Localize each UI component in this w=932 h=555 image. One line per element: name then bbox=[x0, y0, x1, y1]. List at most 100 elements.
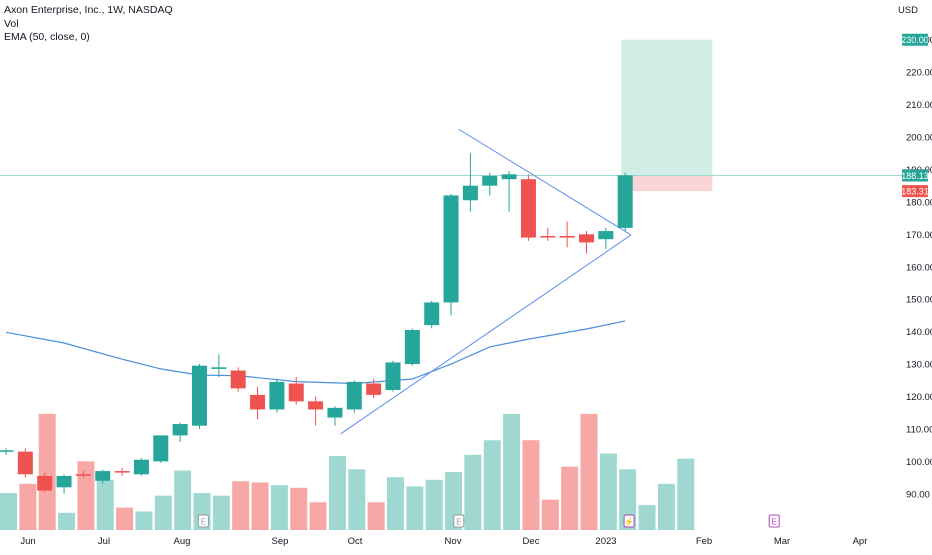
descending-trendline[interactable] bbox=[458, 128, 632, 236]
candle-body[interactable] bbox=[308, 401, 324, 410]
volume-bar bbox=[116, 507, 134, 530]
y-tick-label: 100.00 bbox=[906, 457, 932, 468]
event-marker[interactable] bbox=[768, 514, 780, 528]
candle-body[interactable] bbox=[443, 195, 459, 303]
y-tick-label: 220.00 bbox=[906, 68, 932, 79]
volume-bar bbox=[309, 502, 327, 530]
y-tick-label: 210.00 bbox=[906, 100, 932, 111]
volume-bar bbox=[580, 413, 598, 530]
volume-bar bbox=[677, 458, 695, 530]
volume-legend[interactable]: Vol bbox=[4, 17, 19, 30]
candle-body[interactable] bbox=[579, 234, 594, 243]
x-tick-label: Feb bbox=[696, 536, 712, 547]
volume-bar bbox=[599, 453, 617, 530]
y-tick-label: 160.00 bbox=[906, 262, 932, 273]
x-tick-label: Jun bbox=[20, 536, 35, 547]
x-tick-label: Mar bbox=[774, 536, 790, 547]
candle-body[interactable] bbox=[327, 407, 343, 418]
x-tick-label: 2023 bbox=[595, 536, 616, 547]
candle-body[interactable] bbox=[211, 367, 227, 369]
y-tick-label: 130.00 bbox=[906, 360, 932, 371]
volume-bar bbox=[38, 413, 56, 530]
ema-legend[interactable]: EMA (50, close, 0) bbox=[4, 31, 90, 43]
candle-body[interactable] bbox=[192, 365, 207, 426]
x-tick-label: Sep bbox=[272, 536, 289, 547]
volume-bar bbox=[270, 485, 288, 530]
price-label-text: 183.31 bbox=[901, 187, 929, 197]
event-marker-label: ⚡ bbox=[624, 517, 634, 527]
volume-bar bbox=[464, 454, 482, 530]
candle-body[interactable] bbox=[95, 471, 111, 481]
chart-legend: Axon Enterprise, Inc., 1W, NASDAQ Vol EM… bbox=[4, 4, 173, 45]
candle-body[interactable] bbox=[230, 370, 246, 389]
candle-body[interactable] bbox=[366, 383, 382, 395]
candle-body[interactable] bbox=[424, 302, 440, 326]
event-marker[interactable] bbox=[197, 514, 209, 528]
candle-body[interactable] bbox=[462, 185, 478, 201]
volume-bar bbox=[522, 440, 540, 530]
volume-bar bbox=[657, 483, 675, 530]
event-marker[interactable] bbox=[453, 514, 465, 528]
candle-body[interactable] bbox=[0, 450, 14, 452]
ema-line[interactable] bbox=[5, 320, 626, 385]
x-tick-label: Aug bbox=[174, 536, 191, 547]
candle-body[interactable] bbox=[559, 235, 575, 238]
target-zone[interactable] bbox=[621, 39, 713, 176]
candle-body[interactable] bbox=[540, 235, 556, 238]
candle-body[interactable] bbox=[598, 231, 614, 240]
price-label-text: 230.00 bbox=[901, 35, 929, 45]
y-tick-label: 90.00 bbox=[906, 489, 930, 500]
candle-body[interactable] bbox=[17, 451, 33, 475]
candle-body[interactable] bbox=[269, 381, 285, 410]
y-tick-label: 120.00 bbox=[906, 392, 932, 403]
y-tick-label: 180.00 bbox=[906, 197, 932, 208]
candle-body[interactable] bbox=[250, 394, 266, 410]
candle-body[interactable] bbox=[56, 475, 72, 488]
volume-bar bbox=[638, 504, 656, 530]
candle-body[interactable] bbox=[75, 474, 91, 476]
volume-bar bbox=[425, 479, 443, 530]
volume-bar bbox=[77, 461, 95, 530]
candle-body[interactable] bbox=[482, 175, 498, 186]
x-tick-label: Nov bbox=[445, 536, 462, 547]
volume-bar bbox=[348, 469, 366, 530]
event-marker-label: E bbox=[772, 518, 777, 527]
candle-body[interactable] bbox=[288, 383, 304, 402]
volume-bar bbox=[96, 479, 114, 530]
candle-body[interactable] bbox=[37, 475, 53, 491]
x-tick-label: Oct bbox=[348, 536, 363, 547]
volume-bar bbox=[483, 440, 501, 530]
candle-body[interactable] bbox=[153, 435, 169, 462]
candle-body[interactable] bbox=[346, 381, 362, 410]
candle-body[interactable] bbox=[617, 175, 633, 228]
candle-body[interactable] bbox=[385, 362, 401, 390]
y-tick-label: 200.00 bbox=[906, 133, 932, 144]
volume-bar bbox=[561, 466, 579, 530]
volume-bar bbox=[387, 477, 404, 530]
symbol-title[interactable]: Axon Enterprise, Inc., 1W, NASDAQ bbox=[4, 4, 173, 16]
candle-body[interactable] bbox=[501, 174, 517, 180]
candle-body[interactable] bbox=[133, 459, 149, 475]
event-marker-label: E bbox=[201, 518, 206, 527]
stop-zone[interactable] bbox=[621, 175, 713, 192]
volume-bar bbox=[328, 456, 346, 530]
currency-label: USD bbox=[897, 5, 918, 16]
y-tick-label: 170.00 bbox=[906, 230, 932, 241]
y-tick-label: 140.00 bbox=[906, 327, 932, 338]
price-label-text: 188.13 bbox=[901, 171, 929, 181]
event-marker[interactable] bbox=[623, 514, 635, 528]
volume-bar bbox=[290, 487, 308, 530]
ascending-trendline[interactable] bbox=[340, 234, 632, 435]
y-tick-label: 150.00 bbox=[906, 295, 932, 306]
candle-body[interactable] bbox=[404, 330, 420, 365]
volume-bar bbox=[135, 511, 153, 530]
volume-bar bbox=[503, 413, 521, 530]
price-label-badge bbox=[902, 185, 928, 198]
candle-body[interactable] bbox=[114, 471, 130, 473]
candle-body[interactable] bbox=[520, 179, 536, 238]
candle-body[interactable] bbox=[172, 424, 188, 436]
x-tick-label: Apr bbox=[853, 536, 868, 547]
volume-bar bbox=[58, 512, 76, 530]
